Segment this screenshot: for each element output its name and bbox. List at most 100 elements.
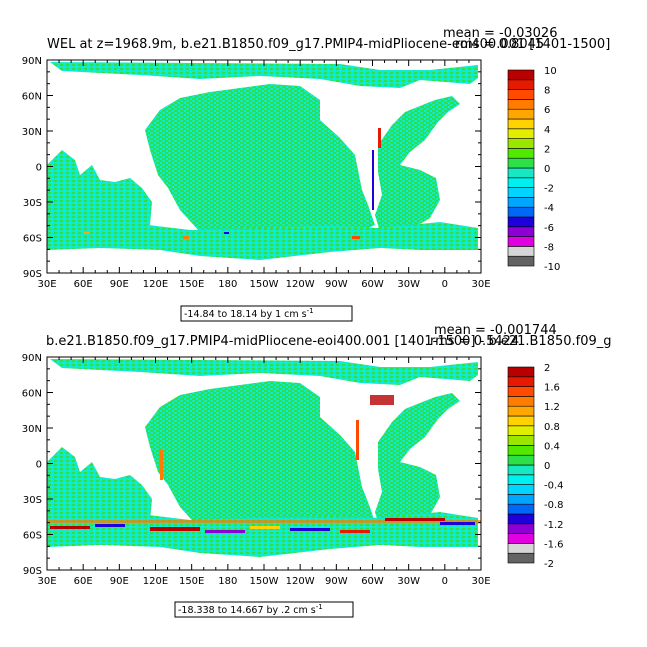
colorbar-swatch [507, 138, 535, 149]
x-tick-label: 60W [361, 576, 384, 587]
x-tick-label: 90E [110, 279, 129, 290]
x-tick-label: 0 [442, 279, 448, 290]
colorbar-swatch [507, 236, 535, 247]
colorbar-swatch [507, 445, 535, 456]
x-tick-label: 90E [110, 576, 129, 587]
panel-1-title: WEL at z=1968.9m, b.e21.B1850.f09_g17.PM… [47, 37, 610, 52]
colorbar-swatch [507, 79, 535, 90]
colorbar-label: -6 [544, 223, 554, 234]
panel-1-ocean-atlantic [375, 96, 460, 232]
svg-text:-14.84 to 18.14 by 1 cm s-1: -14.84 to 18.14 by 1 cm s-1 [184, 307, 314, 320]
panel-1-info-text: -14.84 to 18.14 by 1 cm s [184, 309, 307, 320]
panel-2-info-text: -18.338 to 14.667 by .2 cm s [178, 605, 316, 616]
colorbar-swatch [507, 386, 535, 397]
colorbar-label: -0.8 [544, 500, 564, 511]
colorbar-label: 8 [544, 86, 550, 97]
colorbar-swatch [507, 494, 535, 505]
colorbar-swatch [507, 513, 535, 525]
y-tick-label: 60N [22, 92, 42, 103]
x-tick-label: 90W [325, 576, 348, 587]
colorbar-swatch [507, 118, 535, 130]
panel-2-title: b.e21.B1850.f09_g17.PMIP4-midPliocene-eo… [46, 334, 612, 349]
y-tick-label: 30N [22, 127, 42, 138]
panel-2-info-sup: -1 [316, 603, 323, 611]
panel-2-rms: rms = 0.5424 [430, 334, 519, 349]
panel-1-ocean-arctic [50, 62, 478, 88]
panel-1-ocean-pacific [145, 84, 375, 232]
colorbar-label: 0.8 [544, 422, 560, 433]
y-tick-label: 30N [22, 424, 42, 435]
colorbar-label: -0.4 [544, 481, 564, 492]
x-tick-label: 120W [286, 279, 315, 290]
panel-1-info-sup: -1 [307, 307, 314, 315]
colorbar-swatch [507, 99, 535, 110]
x-tick-label: 30W [397, 576, 420, 587]
colorbar-swatch [507, 503, 535, 515]
y-tick-label: 60S [23, 531, 42, 542]
colorbar-swatch [507, 128, 535, 139]
y-tick-label: 90S [23, 269, 42, 280]
colorbar-swatch [507, 405, 535, 417]
colorbar-swatch [507, 157, 535, 169]
panel-bottom: mean = -0.001744 rms = 0.5424 b.e21.B185… [22, 323, 612, 618]
y-tick-label: 30S [23, 495, 42, 506]
x-tick-label: 120E [143, 576, 168, 587]
panel-2-colorbar: 2 1.6 1.2 0.8 0.4 0 -0.4 -0.8 -1.2 -1.6 -2 [507, 363, 564, 570]
colorbar-swatch [507, 415, 535, 427]
panel-1-anomaly-marks [84, 128, 381, 239]
colorbar-label: 1.6 [544, 383, 560, 394]
colorbar-label: -2 [544, 184, 554, 195]
x-tick-label: 120E [143, 279, 168, 290]
panel-1-map [46, 59, 482, 274]
y-tick-label: 60S [23, 234, 42, 245]
x-tick-label: 180 [218, 576, 237, 587]
y-tick-label: 90S [23, 566, 42, 577]
panel-2-ocean-atlantic [375, 393, 460, 529]
colorbar-swatch [507, 523, 535, 534]
panel-2-map [46, 356, 482, 571]
colorbar-swatch [507, 89, 535, 100]
colorbar-label: -10 [544, 262, 560, 273]
panel-1-mean: mean = -0.03026 [443, 26, 557, 41]
x-tick-label: 150W [250, 279, 279, 290]
colorbar-label: 6 [544, 105, 550, 116]
panel-2-ocean-indian [47, 447, 152, 529]
y-tick-label: 60N [22, 389, 42, 400]
panel-1-rms: rms = 0.8045 [455, 37, 544, 52]
panel-2-anomaly-band [47, 395, 481, 533]
panel-top: mean = -0.03026 rms = 0.8045 WEL at z=19… [22, 26, 610, 322]
colorbar-swatch [507, 454, 535, 466]
y-tick-label: 0 [36, 163, 42, 174]
panel-2-ocean-arctic [50, 359, 478, 385]
x-tick-label: 30E [471, 279, 490, 290]
x-tick-label: 90W [325, 279, 348, 290]
x-tick-label: 150E [179, 279, 204, 290]
panel-2-axes: 30E 60E 90E 120E 150E 180 150W 120W 90W 60W 30W 0 30… [22, 353, 491, 587]
x-tick-label: 60E [74, 279, 93, 290]
x-tick-label: 60W [361, 279, 384, 290]
colorbar-label: 0.4 [544, 441, 560, 452]
y-tick-label: 90N [22, 56, 42, 67]
colorbar-label: 4 [544, 125, 550, 136]
colorbar-label: -1.6 [544, 539, 564, 550]
colorbar-label: 10 [544, 66, 557, 77]
colorbar-swatch [507, 148, 535, 159]
colorbar-swatch [507, 197, 535, 208]
colorbar-label: 0 [544, 164, 550, 175]
panel-1-ocean-indian [47, 150, 152, 232]
colorbar-label: -2 [544, 559, 554, 570]
colorbar-swatch [507, 246, 535, 257]
colorbar-swatch [507, 552, 535, 564]
panel-1-ocean-southern [47, 222, 478, 260]
colorbar-swatch [507, 187, 535, 198]
x-tick-label: 150E [179, 576, 204, 587]
panel-1-colorbar: 10 8 6 4 2 0 -2 -4 -6 -8 -10 [507, 66, 560, 273]
colorbar-swatch [507, 69, 535, 81]
colorbar-swatch [507, 216, 535, 228]
colorbar-swatch [507, 366, 535, 378]
x-tick-label: 30E [471, 576, 490, 587]
x-tick-label: 120W [286, 576, 315, 587]
colorbar-swatch [507, 484, 535, 495]
colorbar-swatch [507, 425, 535, 436]
